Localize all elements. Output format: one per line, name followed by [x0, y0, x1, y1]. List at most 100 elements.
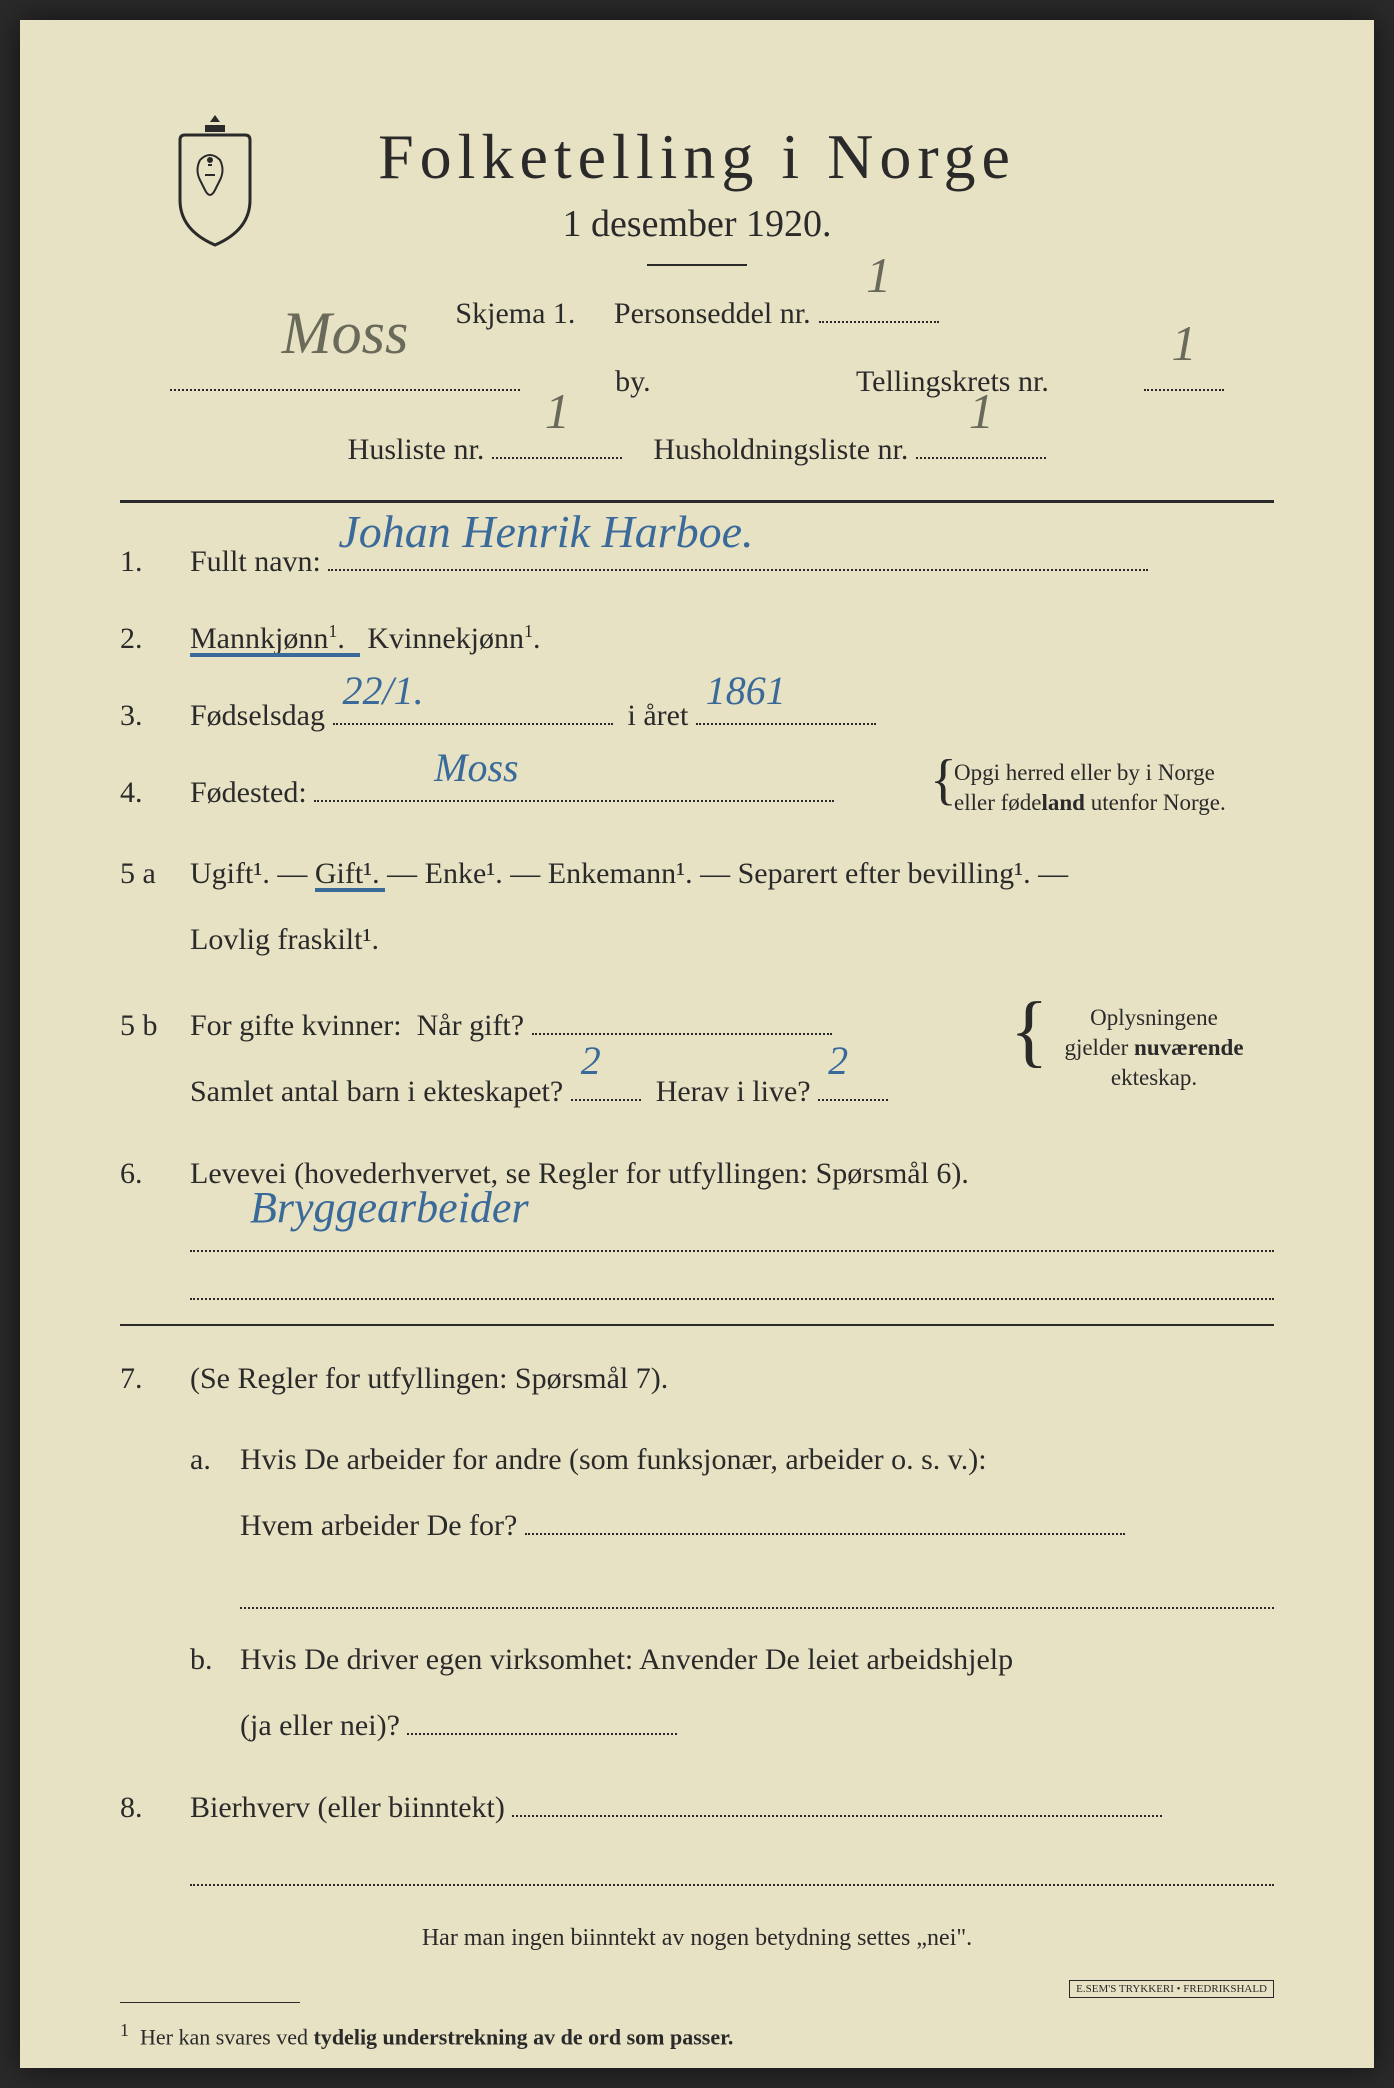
q8-body: Bierhverv (eller biinntekt)	[190, 1779, 1274, 1836]
q7a-fill-2	[240, 1579, 1274, 1609]
q5a-num: 5 a	[120, 845, 190, 902]
q5a-opt-2: Enke¹.	[425, 857, 503, 890]
q3-day-value: 22/1.	[343, 653, 424, 729]
header-section: Folketelling i Norge 1 desember 1920. Sk…	[120, 110, 1274, 480]
mid-rule	[120, 1324, 1274, 1326]
form-line-3: Husliste nr. 1 Husholdningsliste nr. 1	[140, 420, 1254, 480]
q1-value: Johan Henrik Harboe.	[338, 488, 753, 575]
census-form-page: Folketelling i Norge 1 desember 1920. Sk…	[20, 20, 1374, 2068]
q7a-body: Hvis De arbeider for andre (som funksjon…	[240, 1427, 1274, 1559]
q7b-fill	[407, 1733, 677, 1735]
husliste-fill: 1	[492, 457, 622, 459]
q7-num: 7.	[120, 1350, 190, 1407]
husliste-label: Husliste nr.	[348, 420, 485, 480]
q5b-row: 5 b For gifte kvinner: Når gift? { Oplys…	[120, 993, 1274, 1125]
q6-fill: Bryggearbeider	[190, 1222, 1274, 1252]
q1-label: Fullt navn:	[190, 545, 321, 578]
q7a-row: a. Hvis De arbeider for andre (som funks…	[120, 1427, 1274, 1559]
q4-sidenote: { Opgi herred eller by i Norge eller fød…	[954, 758, 1274, 818]
q8-row: 8. Bierhverv (eller biinntekt)	[120, 1779, 1274, 1836]
husholdning-label: Husholdningsliste nr.	[653, 420, 908, 480]
q3-num: 3.	[120, 687, 190, 744]
q5b-alive-value: 2	[828, 1017, 848, 1105]
q7b-row: b. Hvis De driver egen virksomhet: Anven…	[120, 1627, 1274, 1759]
by-value: Moss	[282, 273, 409, 393]
q4-body: Fødested: Moss { Opgi herred eller by i …	[190, 764, 1274, 821]
questions-block: 1. Fullt navn: Johan Henrik Harboe. 2. M…	[120, 533, 1274, 2058]
husholdning-value: 1	[969, 361, 994, 461]
title-divider	[647, 264, 747, 266]
q4-row: 4. Fødested: Moss { Opgi herred eller by…	[120, 764, 1274, 821]
q5b-note-l3: ekteskap.	[1034, 1063, 1274, 1093]
footnote: 1 Her kan svares ved tydelig understrekn…	[120, 2013, 1274, 2058]
q5a-opt-4: Separert efter bevilling¹.	[738, 857, 1031, 890]
q3-day-fill: 22/1.	[333, 723, 613, 725]
q2-selection-underline	[190, 653, 360, 657]
personseddel-fill: 1	[819, 321, 939, 323]
skjema-label: Skjema 1.	[455, 284, 575, 344]
q3-body: Fødselsdag 22/1. i året 1861	[190, 687, 1274, 744]
form-header-lines: Skjema 1. Personseddel nr. 1 Moss by. Te…	[120, 284, 1274, 480]
personseddel-label: Personseddel nr.	[614, 284, 811, 344]
q3-year-fill: 1861	[696, 723, 876, 725]
brace-icon: {	[930, 758, 957, 803]
tellingskrets-fill: 1	[1144, 389, 1224, 391]
q5a-row: 5 a Ugift¹. — Gift¹. — Enke¹. — Enkemann…	[120, 841, 1274, 973]
q5b-alive-fill: 2	[818, 1099, 888, 1101]
husholdning-fill: 1	[916, 457, 1046, 459]
q7-row: 7. (Se Regler for utfyllingen: Spørsmål …	[120, 1350, 1274, 1407]
q7b-label: Hvis De driver egen virksomhet: Anvender…	[240, 1643, 1013, 1676]
coat-of-arms-icon	[160, 110, 270, 250]
q7b-letter: b.	[190, 1631, 240, 1688]
q1-fill: Johan Henrik Harboe.	[328, 569, 1148, 571]
q1-row: 1. Fullt navn: Johan Henrik Harboe.	[120, 533, 1274, 590]
q7a-label: Hvis De arbeider for andre (som funksjon…	[240, 1443, 987, 1476]
q5b-when-fill	[532, 1033, 832, 1035]
q4-label: Fødested:	[190, 776, 307, 809]
husliste-value: 1	[545, 361, 570, 461]
q7a-fill	[525, 1533, 1125, 1535]
q8-fill	[512, 1815, 1162, 1817]
footnote-rule	[120, 2002, 300, 2003]
printer-mark: E.SEM'S TRYKKERI • FREDRIKSHALD	[1069, 1980, 1274, 1998]
q5b-alive-label: Herav i live?	[656, 1075, 811, 1108]
q7a-letter: a.	[190, 1431, 240, 1488]
q5a-opt-3: Enkemann¹.	[548, 857, 693, 890]
q5a-opt-5: Lovlig fraskilt¹.	[190, 923, 379, 956]
q4-value: Moss	[434, 730, 518, 806]
title-block: Folketelling i Norge 1 desember 1920.	[120, 110, 1274, 266]
q5b-children-value: 2	[581, 1017, 601, 1105]
q8-num: 8.	[120, 1779, 190, 1836]
q5a-opt-0: Ugift¹.	[190, 857, 270, 890]
q2-row: 2. Mannkjønn1. Kvinnekjønn1.	[120, 610, 1274, 667]
q6-num: 6.	[120, 1145, 190, 1202]
q5b-sidenote: { Oplysningene gjelder nuværende ekteska…	[1034, 1003, 1274, 1093]
q5a-opt-1-wrap: Gift¹.	[315, 857, 387, 890]
q5a-selection-underline	[315, 888, 385, 892]
tellingskrets-value: 1	[1171, 293, 1196, 393]
q5b-num: 5 b	[120, 997, 190, 1054]
q7b-sub: (ja eller nei)?	[240, 1709, 400, 1742]
q6-fill-2	[190, 1270, 1274, 1300]
q5b-when-label: Når gift?	[417, 1009, 524, 1042]
q2-mann: Mannkjønn1.	[190, 622, 352, 655]
personseddel-value: 1	[866, 225, 891, 325]
q5b-body: For gifte kvinner: Når gift? { Oplysning…	[190, 993, 1274, 1125]
q7-label: (Se Regler for utfyllingen: Spørsmål 7).	[190, 1362, 668, 1395]
footnote-marker: 1	[120, 2020, 129, 2040]
q1-num: 1.	[120, 533, 190, 590]
by-fill: Moss	[170, 389, 520, 391]
q1-body: Fullt navn: Johan Henrik Harboe.	[190, 533, 1274, 590]
main-title: Folketelling i Norge	[120, 120, 1274, 194]
by-label: by.	[615, 352, 651, 412]
q4-note-l2: eller fødeland utenfor Norge.	[954, 788, 1274, 818]
q7a-sub: Hvem arbeider De for?	[240, 1509, 517, 1542]
q3-year-value: 1861	[706, 653, 786, 729]
q5b-children-label: Samlet antal barn i ekteskapet?	[190, 1075, 563, 1108]
brace-icon-2: {	[1010, 999, 1048, 1063]
form-line-2: Moss by. Tellingskrets nr. 1	[140, 352, 1254, 412]
q4-note-l1: Opgi herred eller by i Norge	[954, 758, 1274, 788]
q4-fill: Moss	[314, 800, 834, 802]
subtitle: 1 desember 1920.	[120, 202, 1274, 246]
q8-label: Bierhverv (eller biinntekt)	[190, 1791, 505, 1824]
